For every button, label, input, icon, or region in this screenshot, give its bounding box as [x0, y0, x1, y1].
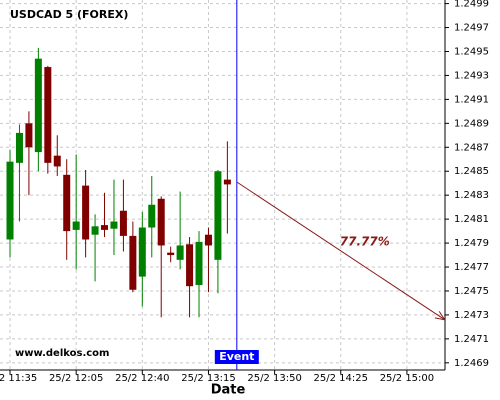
- y-tick-label: 1.2483: [454, 190, 489, 201]
- y-tick-label: 1.2473: [454, 310, 489, 321]
- watermark: www.delkos.com: [15, 348, 109, 359]
- candle-body: [34, 58, 42, 153]
- candle-body: [223, 179, 231, 185]
- candle-body: [214, 171, 222, 260]
- arrow-head: [438, 311, 446, 320]
- candle-body: [148, 204, 156, 228]
- candle-body: [72, 221, 80, 230]
- y-tick-label: 1.2499: [454, 0, 489, 10]
- y-tick-label: 1.2493: [454, 70, 489, 81]
- arrow-head: [434, 317, 445, 321]
- x-tick-label: 25/2 12:05: [49, 373, 103, 384]
- x-tick-label: 25/2 12:40: [115, 373, 169, 384]
- candle-body: [138, 227, 146, 277]
- candle-body: [129, 235, 137, 290]
- y-tick-label: 1.2487: [454, 142, 489, 153]
- y-tick-label: 1.2495: [454, 46, 489, 57]
- candle-body: [119, 210, 127, 236]
- candle-body: [110, 221, 118, 229]
- candle-body: [82, 185, 90, 240]
- candle-body: [176, 245, 184, 260]
- candle-body: [15, 132, 23, 163]
- candle-body: [195, 241, 203, 285]
- x-tick-label: 25/2 14:25: [314, 373, 368, 384]
- y-tick-label: 1.2485: [454, 166, 489, 177]
- y-tick-label: 1.2471: [454, 334, 489, 345]
- candle-body: [167, 252, 175, 256]
- y-tick-label: 1.2489: [454, 118, 489, 129]
- forecast-arrow: [236, 181, 445, 321]
- y-tick-label: 1.2479: [454, 238, 489, 249]
- y-tick-label: 1.2497: [454, 23, 489, 34]
- candle-body: [186, 244, 194, 287]
- candle-body: [63, 174, 71, 232]
- x-tick-label: 25/2 13:15: [181, 373, 235, 384]
- candle-body: [44, 67, 52, 163]
- candle-body: [25, 123, 33, 148]
- candle-body: [157, 198, 165, 246]
- x-tick-label: 25/2 13:50: [247, 373, 301, 384]
- y-tick-label: 1.2491: [454, 94, 489, 105]
- event-label: Event: [219, 350, 254, 363]
- x-axis-label: Date: [211, 383, 246, 398]
- y-tick-label: 1.2475: [454, 286, 489, 297]
- y-tick-label: 1.2477: [454, 262, 489, 273]
- event-box: [214, 350, 259, 364]
- y-tick-label: 1.2481: [454, 214, 489, 225]
- candle-body: [91, 226, 99, 235]
- y-tick-label: 1.2469: [454, 358, 489, 369]
- candle-body: [6, 161, 14, 240]
- x-tick-label: 25/2 11:35: [0, 373, 37, 384]
- chart-title: USDCAD 5 (FOREX): [10, 8, 128, 21]
- candle-body: [101, 225, 109, 230]
- forecast-label: 77.77%: [340, 234, 390, 248]
- x-tick-label: 25/2 15:00: [380, 373, 434, 384]
- candle-body: [53, 155, 61, 167]
- candle-body: [204, 234, 212, 246]
